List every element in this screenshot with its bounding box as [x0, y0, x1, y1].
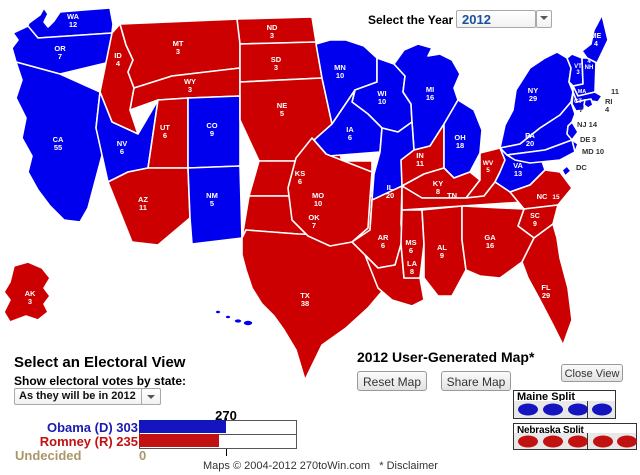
svg-text:6: 6: [120, 147, 124, 156]
svg-text:8: 8: [436, 187, 440, 196]
svg-text:9: 9: [210, 129, 214, 138]
svg-text:6: 6: [381, 241, 385, 250]
svg-text:20: 20: [526, 139, 534, 148]
svg-text:18: 18: [456, 141, 464, 150]
svg-text:MD 10: MD 10: [582, 147, 604, 156]
svg-text:5: 5: [210, 199, 214, 208]
svg-text:MA: MA: [578, 89, 587, 95]
svg-text:SC: SC: [530, 213, 540, 220]
svg-text:6: 6: [163, 131, 167, 140]
svg-text:6: 6: [348, 133, 352, 142]
svg-text:9: 9: [533, 221, 537, 228]
svg-text:7: 7: [312, 221, 316, 230]
svg-text:29: 29: [529, 94, 537, 103]
svg-text:38: 38: [301, 299, 309, 308]
svg-text:5: 5: [280, 109, 284, 118]
svg-text:20: 20: [386, 191, 394, 200]
svg-text:3: 3: [28, 297, 32, 306]
svg-text:10: 10: [336, 71, 344, 80]
svg-text:9: 9: [440, 251, 444, 260]
svg-text:7: 7: [58, 52, 62, 61]
svg-text:3: 3: [274, 63, 278, 72]
svg-text:3: 3: [270, 31, 274, 40]
svg-text:16: 16: [486, 241, 494, 250]
svg-text:DC: DC: [576, 163, 587, 172]
svg-text:ME: ME: [591, 33, 602, 40]
svg-text:16: 16: [426, 93, 434, 102]
svg-text:6: 6: [298, 177, 302, 186]
svg-text:NJ 14: NJ 14: [577, 120, 598, 129]
svg-text:7: 7: [579, 105, 583, 114]
svg-text:NH: NH: [585, 65, 594, 71]
svg-text:8: 8: [410, 267, 414, 276]
svg-text:10: 10: [378, 97, 386, 106]
svg-text:13: 13: [514, 169, 522, 178]
svg-text:11: 11: [416, 159, 424, 168]
svg-text:DE: DE: [580, 135, 590, 144]
svg-text:11: 11: [611, 87, 619, 96]
svg-text:WV: WV: [483, 160, 494, 167]
svg-text:6: 6: [409, 246, 413, 255]
svg-text:12: 12: [69, 20, 77, 29]
svg-text:10: 10: [314, 199, 322, 208]
svg-text:4: 4: [594, 41, 598, 48]
svg-text:3: 3: [176, 47, 180, 56]
svg-text:5: 5: [486, 167, 490, 174]
svg-text:3: 3: [592, 135, 596, 144]
svg-text:11: 11: [139, 203, 147, 212]
svg-text:15: 15: [552, 194, 560, 201]
svg-text:29: 29: [542, 291, 550, 300]
svg-text:TN: TN: [447, 191, 457, 200]
svg-text:3: 3: [188, 85, 192, 94]
svg-text:55: 55: [54, 143, 62, 152]
svg-text:NC: NC: [537, 192, 548, 201]
